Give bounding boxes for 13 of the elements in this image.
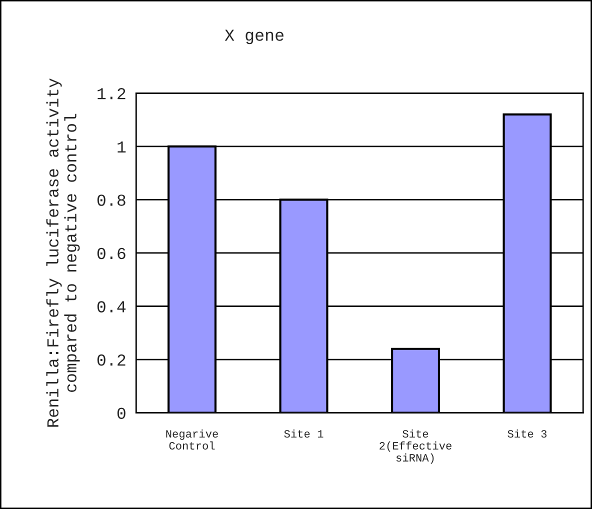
y-tick-label: 0: [117, 408, 126, 419]
y-tick-label: 0.2: [97, 354, 126, 366]
chart-title: X gene: [224, 30, 284, 44]
x-tick-label: Site 2(Effective siRNA): [380, 429, 452, 464]
y-tick-label: 1: [118, 141, 126, 152]
y-tick-label: 0.6: [97, 248, 126, 260]
x-tick-label: Site 1: [284, 429, 324, 438]
y-axis-title: Renilla:Firefly luciferase activity compared to negative control: [46, 78, 80, 427]
x-tick-label: Site 3: [508, 429, 547, 438]
y-tick-label: 0.8: [97, 194, 126, 206]
x-tick-label: Negarive Control: [166, 429, 218, 450]
y-tick-label: 1.2: [98, 88, 126, 100]
y-tick-label: 0.4: [97, 301, 126, 312]
